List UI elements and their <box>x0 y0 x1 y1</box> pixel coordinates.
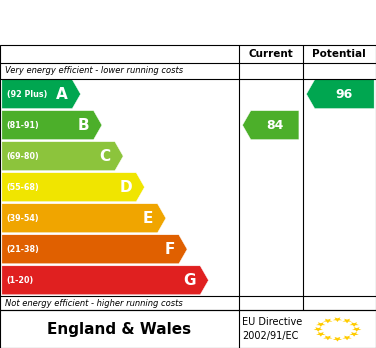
Text: EU Directive
2002/91/EC: EU Directive 2002/91/EC <box>242 317 302 341</box>
Text: (55-68): (55-68) <box>7 183 39 192</box>
Text: England & Wales: England & Wales <box>47 322 191 337</box>
Polygon shape <box>349 322 359 327</box>
Text: G: G <box>183 273 196 288</box>
Polygon shape <box>333 337 342 341</box>
Text: B: B <box>78 118 89 133</box>
Text: (21-38): (21-38) <box>7 245 39 254</box>
Polygon shape <box>2 111 102 140</box>
Text: Not energy efficient - higher running costs: Not energy efficient - higher running co… <box>5 299 182 308</box>
Text: D: D <box>120 180 132 195</box>
Text: (39-54): (39-54) <box>7 214 39 223</box>
Text: Current: Current <box>248 49 293 58</box>
Polygon shape <box>323 319 332 323</box>
Polygon shape <box>316 332 326 337</box>
Polygon shape <box>2 266 208 295</box>
Polygon shape <box>343 335 352 340</box>
Polygon shape <box>2 204 166 233</box>
Text: Energy Efficiency Rating: Energy Efficiency Rating <box>11 13 240 31</box>
Polygon shape <box>316 322 326 327</box>
Polygon shape <box>352 327 361 332</box>
Text: F: F <box>164 242 175 257</box>
Text: (1-20): (1-20) <box>7 276 34 285</box>
Polygon shape <box>343 319 352 323</box>
Polygon shape <box>306 80 374 109</box>
Text: Very energy efficient - lower running costs: Very energy efficient - lower running co… <box>5 66 183 75</box>
Text: (69-80): (69-80) <box>7 152 39 161</box>
Polygon shape <box>333 317 342 322</box>
Polygon shape <box>243 111 299 140</box>
Text: C: C <box>100 149 111 164</box>
Polygon shape <box>349 332 359 337</box>
Polygon shape <box>2 173 144 201</box>
Text: A: A <box>56 87 68 102</box>
Text: (81-91): (81-91) <box>7 121 39 129</box>
Text: 84: 84 <box>266 119 284 132</box>
Text: Potential: Potential <box>312 49 366 58</box>
Polygon shape <box>2 142 123 171</box>
Text: 96: 96 <box>336 88 353 101</box>
Text: (92 Plus): (92 Plus) <box>7 89 47 98</box>
Polygon shape <box>323 335 332 340</box>
Text: E: E <box>143 211 153 226</box>
Polygon shape <box>2 80 80 109</box>
Polygon shape <box>314 327 323 332</box>
Polygon shape <box>2 235 187 264</box>
